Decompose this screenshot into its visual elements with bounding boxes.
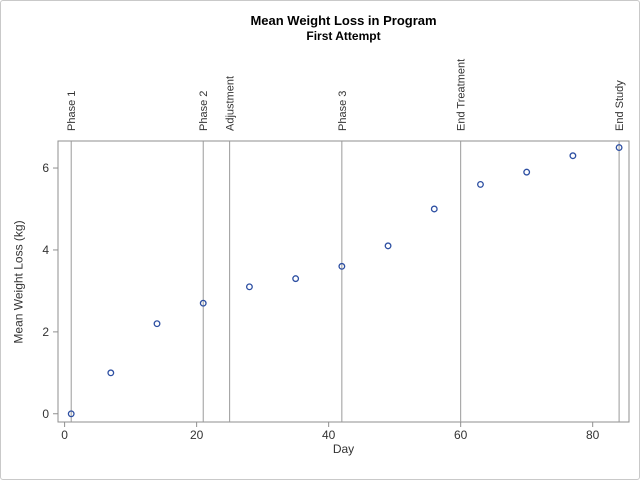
data-point [245, 283, 253, 291]
data-point [67, 410, 75, 418]
data-point [199, 299, 207, 307]
x-tick-label: 60 [454, 428, 468, 442]
x-tick-label: 20 [190, 428, 204, 442]
refline-label: End Study [614, 80, 626, 131]
plot-frame [57, 140, 630, 423]
refline-label: Phase 3 [337, 91, 349, 131]
data-point [615, 144, 623, 152]
x-axis-label: Day [332, 442, 355, 456]
y-tick-label: 6 [42, 161, 49, 175]
data-point [107, 369, 115, 377]
data-point [292, 275, 300, 283]
y-axis-label: Mean Weight Loss (kg) [11, 220, 26, 344]
data-point [384, 242, 392, 250]
data-point [430, 205, 438, 213]
refline-label: Adjustment [225, 76, 237, 131]
data-point [338, 262, 346, 270]
data-point [477, 180, 484, 188]
y-tick-label: 0 [42, 407, 49, 421]
x-tick-label: 80 [586, 428, 600, 442]
y-tick-label: 4 [42, 243, 49, 257]
refline-label: End Treatment [456, 59, 468, 131]
x-tick-label: 40 [322, 428, 336, 442]
chart-title: Mean Weight Loss in Program [250, 13, 437, 28]
refline-label: Phase 2 [198, 91, 210, 131]
x-tick-label: 0 [61, 428, 68, 442]
data-point [153, 320, 161, 328]
data-point [569, 152, 577, 160]
data-point [523, 168, 531, 176]
y-tick-label: 2 [42, 325, 49, 339]
refline-label: Phase 1 [66, 91, 78, 131]
chart-subtitle: First Attempt [306, 29, 381, 43]
